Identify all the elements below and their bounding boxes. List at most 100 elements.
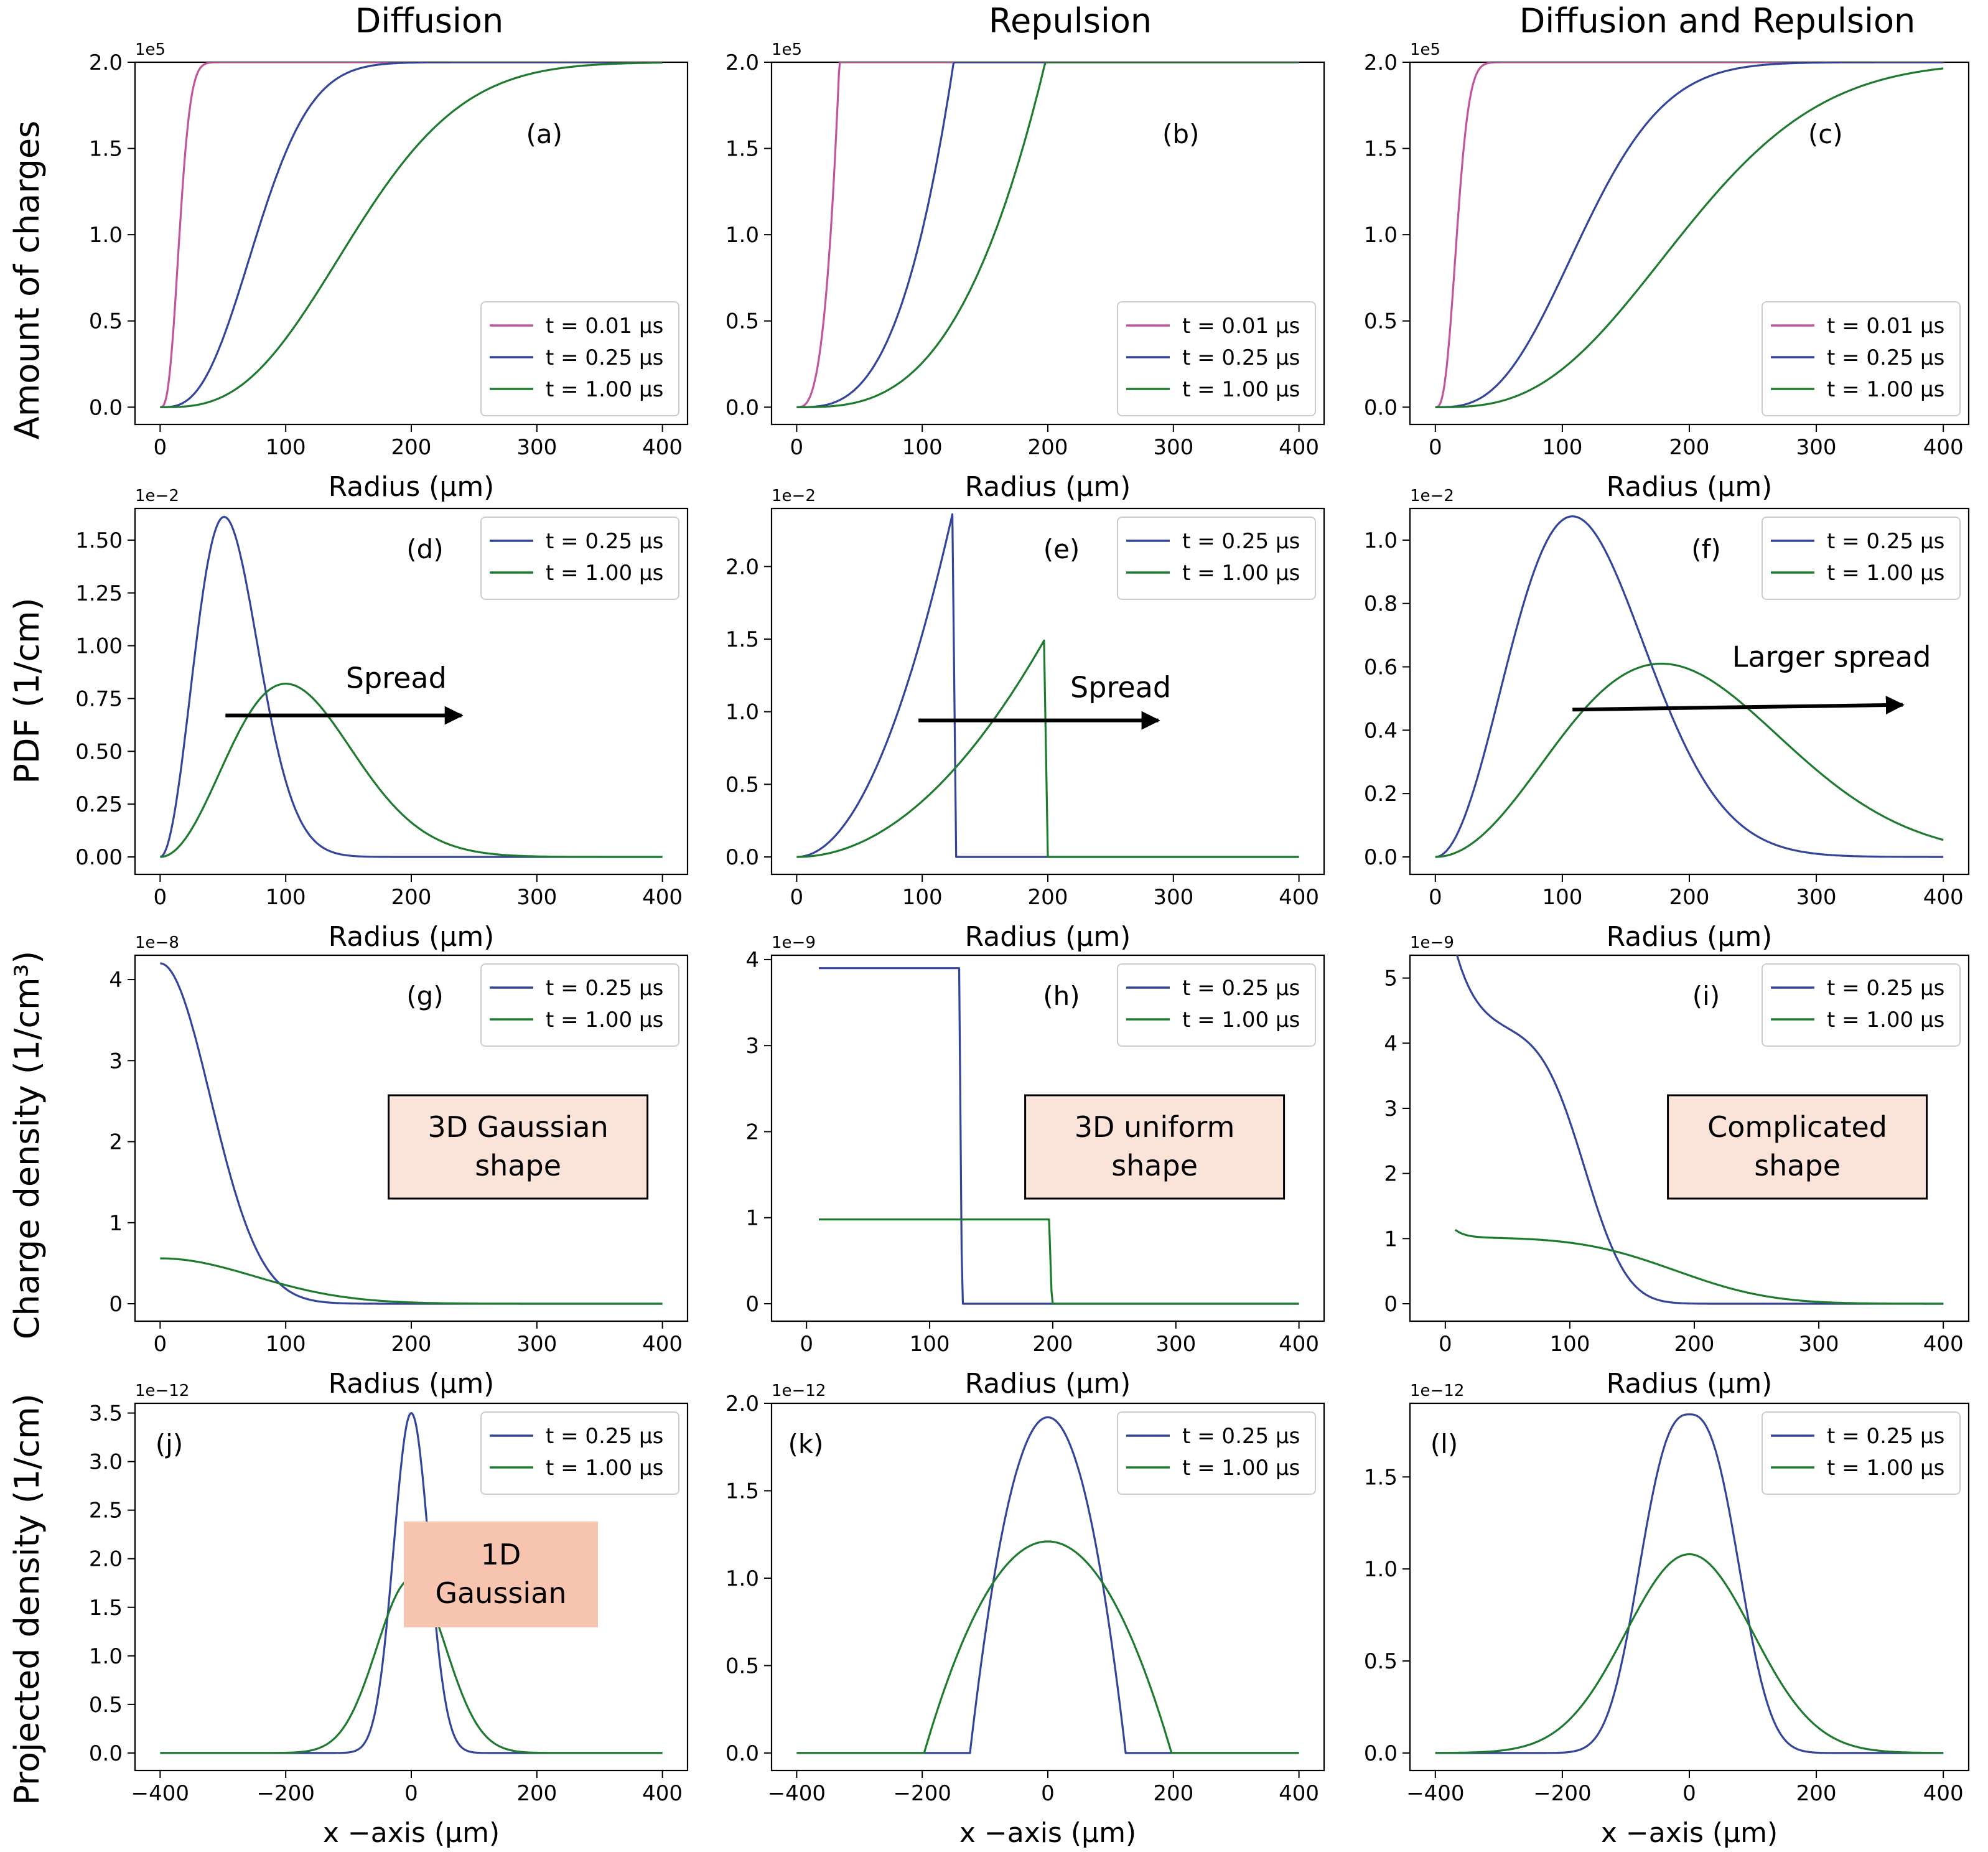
legend-entry: t = 1.00 μs [1182,377,1300,402]
x-tick-label: 300 [516,435,557,460]
y-tick-label: 1 [745,1206,759,1231]
x-tick-label: −400 [768,1781,826,1806]
series-group [796,1416,1299,1754]
series-group [160,516,663,858]
legend-box [480,517,679,600]
legend: t = 0.25 μs t = 1.00 μs [1117,963,1316,1047]
x-tick-label: 100 [266,435,306,460]
x-tick-label: 400 [1923,1781,1964,1806]
row-label-pdf: PDF (1/cm) [7,597,47,783]
legend-entry: t = 1.00 μs [1827,1456,1944,1480]
y-tick-label: 1.0 [1364,223,1398,248]
x-tick-label: 200 [1028,885,1068,910]
x-tick-label: −200 [893,1781,951,1806]
panel-j: −400 −200 0 200 400 0.0 0.5 1.0 1.5 2.0 2.5 3.0 3.5 1… [89,1382,689,1849]
scale-label: 1e−2 [1410,487,1454,505]
panel-label: (h) [1043,981,1080,1011]
x-tick-label: 400 [1923,1332,1964,1357]
legend: t = 0.25 μs t = 1.00 μs [480,1411,679,1495]
x-tick-label: 200 [516,1781,557,1806]
y-tick-label: 0.0 [89,1741,123,1766]
x-tick-label: 100 [1542,885,1582,910]
y-tick-label: 0 [1384,1292,1398,1317]
x-tick-label: 100 [266,1332,306,1357]
y-tick-label: 0.5 [89,309,123,334]
y-tick-label: 1.5 [1364,1465,1398,1490]
x-tick-label: 200 [1674,1332,1715,1357]
series-line-2 [160,1257,663,1305]
y-tick-label: 3 [1384,1097,1398,1121]
y-tick-label: 0.0 [1364,1741,1398,1766]
legend-box [1117,1411,1316,1495]
y-tick-label: 1.0 [726,223,759,248]
legend-entry: t = 0.25 μs [546,976,663,1001]
x-tick-label: 400 [1279,1781,1319,1806]
legend-entry: t = 0.25 μs [1182,345,1300,370]
panel-d: 0 100 200 300 400 0.00 0.25 0.50 0.75 1.00 1.25 1.5… [75,487,689,953]
x-tick-label: 100 [266,885,306,910]
row-label-projected-density: Projected density (1/cm) [7,1393,47,1805]
x-tick-label: 200 [1796,1781,1837,1806]
legend-entry: t = 0.25 μs [1182,976,1300,1001]
x-tick-label: −400 [1406,1781,1464,1806]
series-group [819,967,1299,1305]
x-tick-label: 300 [516,885,557,910]
y-tick-label: 4 [109,968,123,993]
x-tick-label: 100 [910,1332,950,1357]
series-line-2 [160,683,663,858]
column-title-diffusion-and-repulsion: Diffusion and Repulsion [1519,1,1916,40]
y-tick-label: 2.0 [726,1391,759,1416]
y-tick-label: 0.5 [726,309,759,334]
series-line-2 [796,1540,1299,1754]
scale-label: 1e−8 [135,933,179,952]
series-line-2 [796,62,1299,408]
series-line-2 [1435,662,1944,858]
scale-label: 1e−12 [1410,1382,1464,1400]
series-line-2 [1454,1228,1944,1305]
y-tick-label: 3.5 [89,1401,123,1426]
legend-entry: t = 1.00 μs [1182,561,1300,586]
legend-entry: t = 1.00 μs [546,1008,663,1032]
annotation-box [404,1522,598,1627]
x-axis-label: Radius (μm) [1607,1368,1773,1400]
x-tick-label: −200 [256,1781,314,1806]
y-tick-label: 2 [1384,1162,1398,1187]
panel-k: −400 −200 0 200 400 0.0 0.5 1.0 1.5 2.0 1e−12 x −ax… [726,1382,1325,1849]
x-tick-label: 0 [154,435,167,460]
y-tick-label: 1 [109,1211,123,1236]
y-tick-label: 3.0 [89,1450,123,1475]
x-tick-label: 300 [1153,435,1193,460]
column-title-repulsion: Repulsion [989,1,1152,40]
annotation-box-text: 3D uniform [1075,1110,1235,1144]
x-tick-label: 100 [902,435,943,460]
x-tick-label: 200 [1669,435,1710,460]
x-tick-label: 0 [1429,885,1442,910]
x-tick-label: 200 [1032,1332,1073,1357]
y-tick-label: 4 [1384,1031,1398,1056]
legend-box [480,1411,679,1495]
y-tick-label: 1.5 [726,1479,759,1504]
y-tick-label: 1.0 [89,1644,123,1669]
x-tick-label: 400 [1279,1332,1319,1357]
legend-box [480,963,679,1047]
legend-entry: t = 0.25 μs [1827,345,1944,370]
column-title-diffusion: Diffusion [355,1,503,40]
series-line-3 [1435,67,1944,408]
spread-arrow [1572,696,1905,715]
y-tick-label: 0.75 [75,686,123,711]
y-tick-label: 0.0 [1364,845,1398,870]
legend-box [1117,963,1316,1047]
panel-label: (e) [1043,534,1080,564]
series-line-2 [796,639,1299,858]
annotation-box-text: 3D Gaussian [427,1110,608,1144]
y-tick-label: 0.5 [89,1693,123,1718]
y-tick-label: 1.5 [1364,137,1398,162]
y-tick-label: 0.00 [75,845,123,870]
series-group [160,62,663,408]
y-tick-label: 0.25 [75,792,123,817]
x-tick-label: 200 [1028,435,1068,460]
legend-box [1762,1411,1961,1495]
y-tick-label: 1.5 [726,137,759,162]
y-tick-label: 0 [745,1292,759,1317]
